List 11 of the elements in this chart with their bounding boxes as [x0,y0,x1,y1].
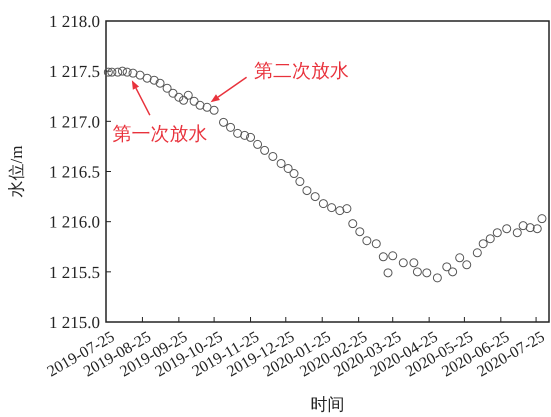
x-axis-title: 时间 [310,395,344,414]
y-axis-title: 水位/m [7,146,26,198]
y-tick-label: 1 217.0 [49,112,100,132]
annotation: 第一次放水 [112,124,208,145]
annotation: 第二次放水 [254,60,350,82]
y-tick-label: 1 215.5 [49,262,100,282]
y-tick-label: 1 218.0 [49,12,100,31]
y-tick-label: 1 216.5 [49,162,100,182]
y-tick-label: 1 216.0 [49,212,100,232]
y-tick-label: 1 215.0 [49,312,100,332]
y-tick-label: 1 217.5 [49,62,100,82]
